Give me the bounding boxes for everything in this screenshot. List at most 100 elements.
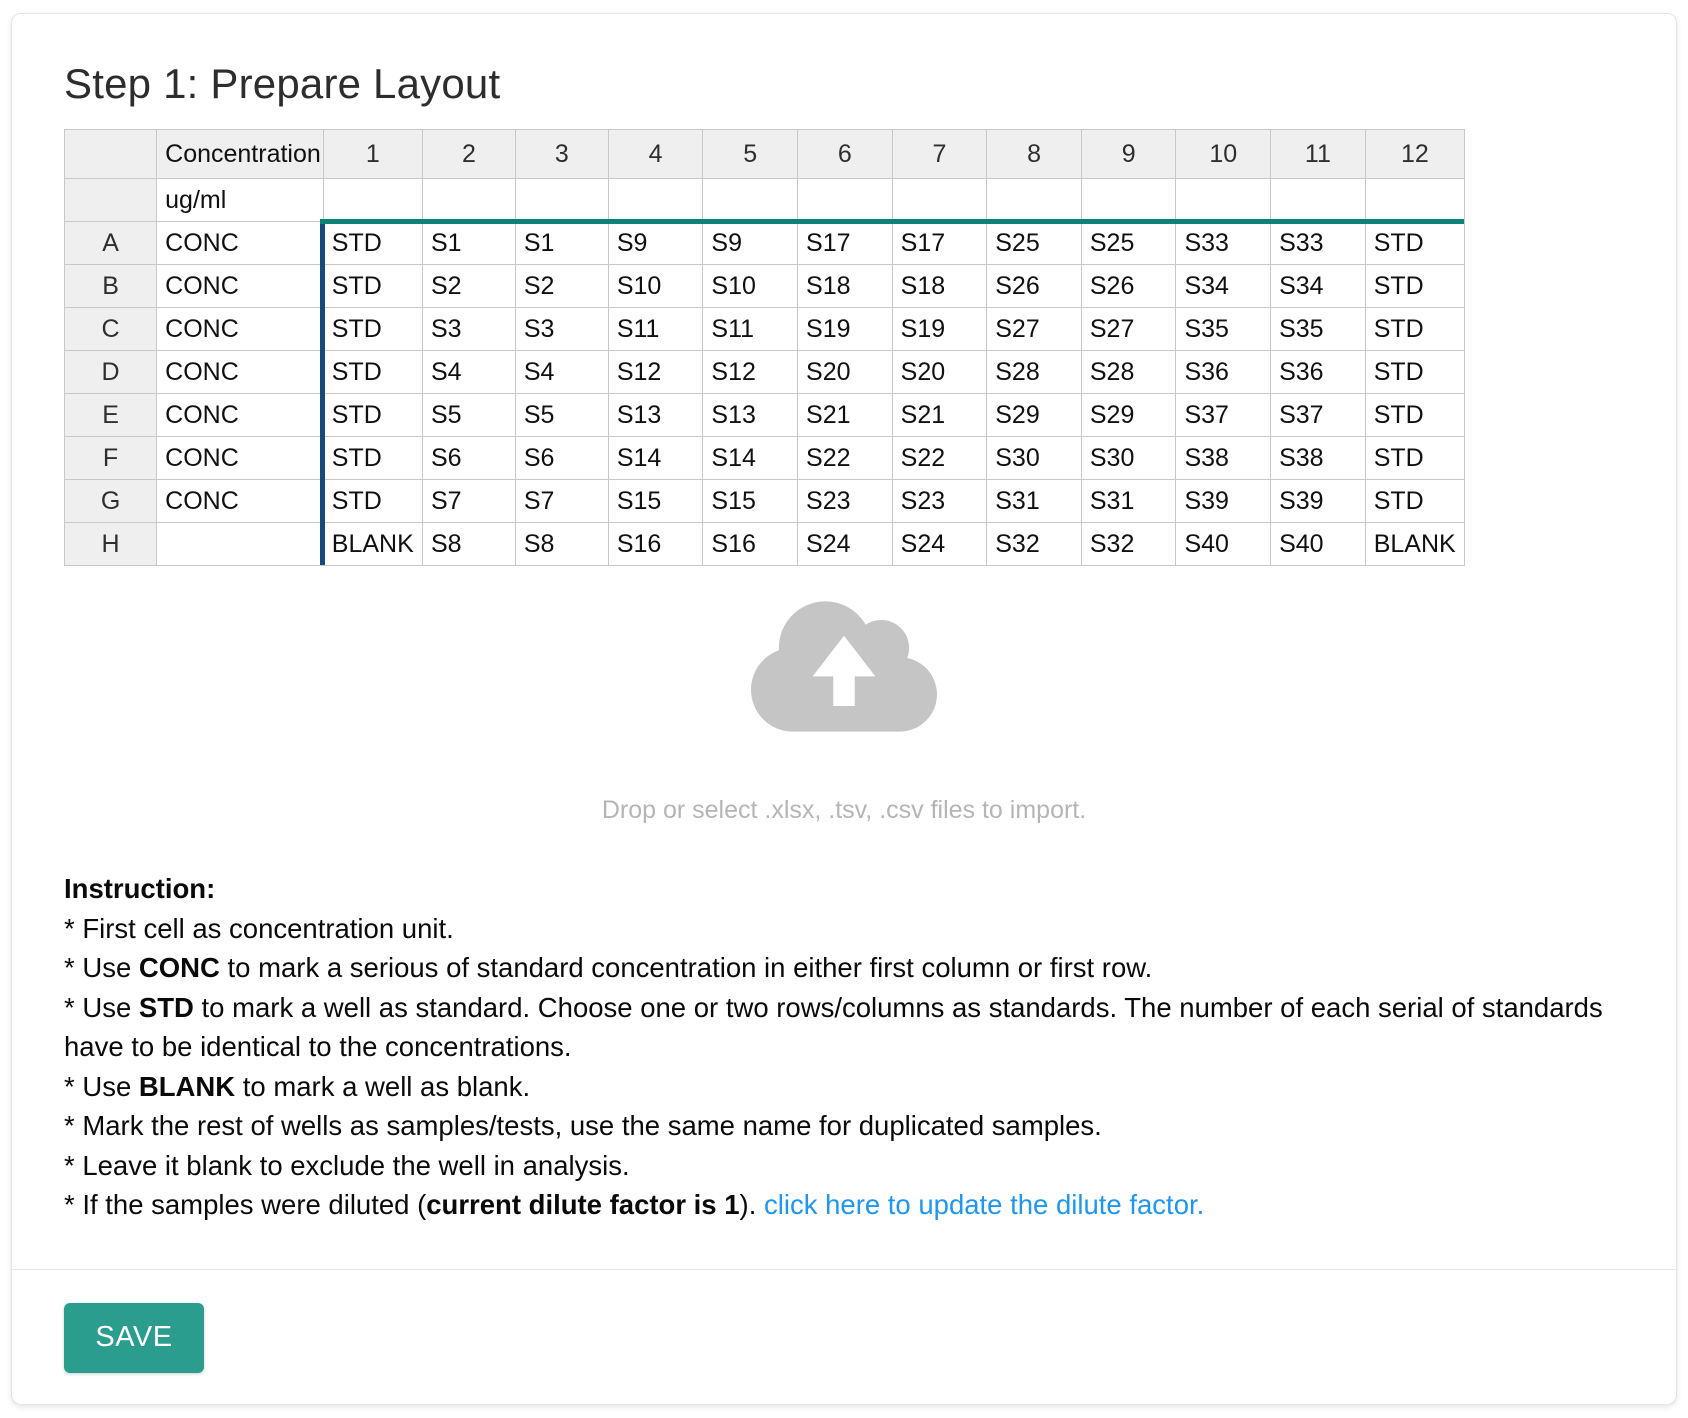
well-cell[interactable]: S10 bbox=[702, 264, 799, 308]
well-cell[interactable]: S23 bbox=[797, 479, 893, 523]
well-cell[interactable]: S38 bbox=[1175, 436, 1272, 480]
well-cell[interactable]: STD bbox=[1364, 221, 1466, 265]
well-cell[interactable]: S39 bbox=[1175, 479, 1272, 523]
well-cell[interactable]: S36 bbox=[1270, 350, 1366, 394]
well-cell[interactable]: S19 bbox=[891, 307, 988, 351]
well-cell[interactable]: S7 bbox=[421, 479, 516, 523]
well-cell[interactable]: S13 bbox=[702, 393, 799, 437]
column-header[interactable]: 8 bbox=[986, 129, 1082, 179]
well-cell[interactable]: STD bbox=[1364, 479, 1466, 523]
well-cell[interactable]: S2 bbox=[514, 264, 609, 308]
row-header[interactable]: A bbox=[63, 221, 158, 265]
well-cell[interactable] bbox=[797, 178, 893, 222]
row-header[interactable]: E bbox=[63, 393, 158, 437]
conc-cell[interactable]: CONC bbox=[156, 221, 324, 265]
well-cell[interactable]: S28 bbox=[1080, 350, 1177, 394]
well-cell[interactable]: S11 bbox=[607, 307, 704, 351]
well-cell[interactable]: S10 bbox=[607, 264, 704, 308]
column-header[interactable]: 12 bbox=[1364, 129, 1466, 179]
well-cell[interactable]: S33 bbox=[1270, 221, 1366, 265]
upload-dropzone[interactable]: Drop or select .xlsx, .tsv, .csv files t… bbox=[64, 592, 1624, 825]
row-header[interactable]: B bbox=[63, 264, 158, 308]
well-cell[interactable]: S11 bbox=[702, 307, 799, 351]
well-cell[interactable]: S40 bbox=[1270, 522, 1366, 566]
well-cell[interactable]: STD bbox=[1364, 307, 1466, 351]
well-cell[interactable]: STD bbox=[1364, 264, 1466, 308]
well-cell[interactable]: S25 bbox=[1080, 221, 1177, 265]
conc-cell[interactable]: CONC bbox=[156, 479, 324, 523]
well-cell[interactable]: S12 bbox=[702, 350, 799, 394]
well-cell[interactable]: S39 bbox=[1270, 479, 1366, 523]
well-cell[interactable]: S3 bbox=[421, 307, 516, 351]
well-cell[interactable]: S27 bbox=[986, 307, 1082, 351]
well-cell[interactable]: S35 bbox=[1175, 307, 1272, 351]
save-button[interactable]: SAVE bbox=[64, 1302, 204, 1373]
conc-cell[interactable] bbox=[156, 522, 324, 566]
well-cell[interactable]: S9 bbox=[607, 221, 704, 265]
well-cell[interactable]: S3 bbox=[514, 307, 609, 351]
well-cell[interactable]: S8 bbox=[421, 522, 516, 566]
well-cell[interactable]: S5 bbox=[514, 393, 609, 437]
well-cell[interactable]: STD bbox=[322, 221, 423, 265]
well-cell[interactable]: S15 bbox=[702, 479, 799, 523]
well-cell[interactable]: S29 bbox=[1080, 393, 1177, 437]
well-cell[interactable] bbox=[1270, 178, 1366, 222]
well-cell[interactable]: STD bbox=[1364, 350, 1466, 394]
well-cell[interactable]: S23 bbox=[891, 479, 988, 523]
well-cell[interactable]: STD bbox=[322, 393, 423, 437]
well-cell[interactable] bbox=[891, 178, 988, 222]
well-cell[interactable]: S24 bbox=[891, 522, 988, 566]
well-cell[interactable]: S16 bbox=[607, 522, 704, 566]
well-cell[interactable]: S15 bbox=[607, 479, 704, 523]
well-cell[interactable]: S26 bbox=[1080, 264, 1177, 308]
well-cell[interactable] bbox=[702, 178, 799, 222]
row-header[interactable]: C bbox=[63, 307, 158, 351]
well-cell[interactable]: S37 bbox=[1270, 393, 1366, 437]
well-cell[interactable]: S32 bbox=[1080, 522, 1177, 566]
well-cell[interactable]: S8 bbox=[514, 522, 609, 566]
well-cell[interactable]: S21 bbox=[797, 393, 893, 437]
well-cell[interactable]: S12 bbox=[607, 350, 704, 394]
well-cell[interactable] bbox=[1080, 178, 1177, 222]
conc-cell[interactable]: CONC bbox=[156, 350, 324, 394]
well-cell[interactable] bbox=[986, 178, 1082, 222]
row-header[interactable]: D bbox=[63, 350, 158, 394]
well-cell[interactable]: S28 bbox=[986, 350, 1082, 394]
well-cell[interactable]: S38 bbox=[1270, 436, 1366, 480]
well-cell[interactable]: STD bbox=[322, 350, 423, 394]
well-cell[interactable]: S6 bbox=[514, 436, 609, 480]
well-cell[interactable]: STD bbox=[322, 436, 423, 480]
well-cell[interactable]: STD bbox=[1364, 393, 1466, 437]
well-cell[interactable] bbox=[514, 178, 609, 222]
row-header[interactable]: H bbox=[63, 522, 158, 566]
well-cell[interactable]: S30 bbox=[986, 436, 1082, 480]
well-cell[interactable]: S6 bbox=[421, 436, 516, 480]
column-header[interactable]: 10 bbox=[1175, 129, 1272, 179]
conc-cell[interactable]: CONC bbox=[156, 393, 324, 437]
well-cell[interactable]: BLANK bbox=[322, 522, 423, 566]
well-cell[interactable]: S2 bbox=[421, 264, 516, 308]
column-header[interactable]: 2 bbox=[421, 129, 516, 179]
well-cell[interactable]: S18 bbox=[797, 264, 893, 308]
well-cell[interactable]: S30 bbox=[1080, 436, 1177, 480]
column-header[interactable]: 4 bbox=[607, 129, 704, 179]
well-cell[interactable]: S1 bbox=[421, 221, 516, 265]
well-cell[interactable]: S4 bbox=[514, 350, 609, 394]
well-cell[interactable] bbox=[1175, 178, 1272, 222]
well-cell[interactable]: S37 bbox=[1175, 393, 1272, 437]
column-header[interactable]: 9 bbox=[1080, 129, 1177, 179]
well-cell[interactable] bbox=[322, 178, 423, 222]
row-header[interactable]: G bbox=[63, 479, 158, 523]
dilute-factor-link[interactable]: click here to update the dilute factor. bbox=[764, 1189, 1205, 1220]
well-cell[interactable]: S17 bbox=[891, 221, 988, 265]
column-header[interactable]: 3 bbox=[514, 129, 609, 179]
well-cell[interactable]: STD bbox=[1364, 436, 1466, 480]
well-cell[interactable]: S5 bbox=[421, 393, 516, 437]
well-cell[interactable]: S14 bbox=[607, 436, 704, 480]
well-cell[interactable]: S4 bbox=[421, 350, 516, 394]
well-cell[interactable]: S27 bbox=[1080, 307, 1177, 351]
column-header[interactable]: 11 bbox=[1270, 129, 1366, 179]
well-cell[interactable]: S21 bbox=[891, 393, 988, 437]
unit-cell[interactable]: ug/ml bbox=[156, 178, 324, 222]
conc-cell[interactable]: CONC bbox=[156, 307, 324, 351]
